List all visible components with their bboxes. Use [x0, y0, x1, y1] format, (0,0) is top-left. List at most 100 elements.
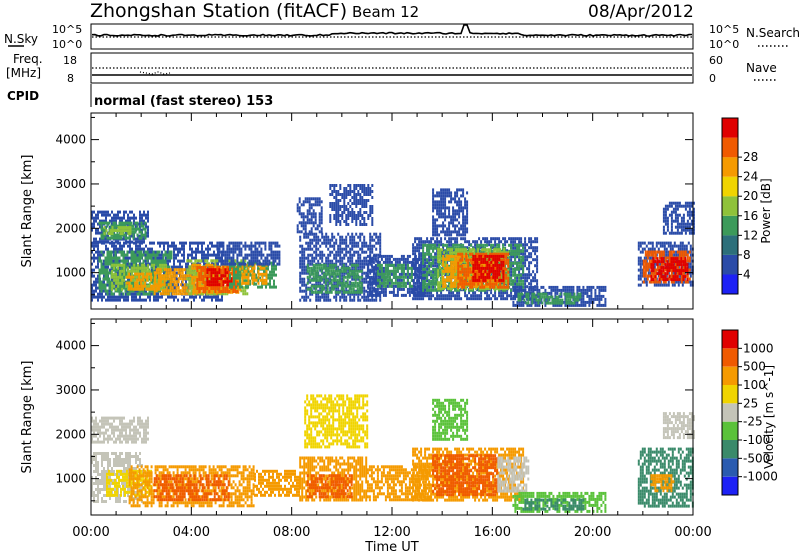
- freq-label: Freq.: [13, 52, 43, 66]
- heatmap-cell: [351, 235, 354, 239]
- heatmap-cell: [329, 184, 332, 187]
- heatmap-cell: [115, 244, 117, 248]
- heatmap-cell: [175, 286, 178, 290]
- heatmap-cell: [343, 292, 346, 296]
- heatmap-cell: [97, 295, 99, 299]
- heatmap-cell: [301, 265, 304, 269]
- heatmap-cell: [325, 238, 328, 242]
- heatmap-cell: [466, 246, 469, 250]
- heatmap-cell: [314, 287, 317, 291]
- heatmap-cell: [95, 250, 97, 254]
- heatmap-cell: [125, 295, 127, 299]
- heatmap-cell: [365, 205, 368, 208]
- heatmap-cell: [109, 298, 111, 302]
- heatmap-cell: [121, 263, 124, 267]
- heatmap-cell: [261, 281, 264, 285]
- heatmap-cell: [117, 295, 119, 299]
- heatmap-cell: [129, 219, 131, 223]
- heatmap-cell: [141, 266, 144, 270]
- heatmap-cell: [259, 266, 262, 270]
- heatmap-cell: [316, 284, 319, 288]
- heatmap-cell: [173, 256, 175, 260]
- heatmap-cell: [341, 289, 344, 293]
- heatmap-cell: [456, 294, 459, 298]
- heatmap-cell: [149, 295, 151, 299]
- heatmap-cell: [109, 292, 111, 296]
- heatmap-cell: [428, 258, 431, 262]
- heatmap-cell: [390, 269, 393, 273]
- heatmap-cell: [317, 280, 320, 284]
- heatmap-cell: [424, 258, 427, 262]
- heatmap-cell: [175, 244, 177, 248]
- heatmap-cell: [91, 213, 93, 217]
- heatmap-cell: [426, 261, 429, 265]
- heatmap-cell: [341, 235, 344, 239]
- heatmap-cell: [358, 281, 361, 285]
- heatmap-cell: [412, 288, 415, 292]
- heatmap-cell: [299, 259, 302, 263]
- heatmap-cell: [193, 256, 195, 260]
- heatmap-cell: [93, 237, 95, 241]
- heatmap-cell: [236, 256, 239, 260]
- heatmap-cell: [418, 237, 421, 241]
- heatmap-cell: [113, 278, 116, 282]
- heatmap-cell: [165, 256, 167, 260]
- heatmap-cell: [240, 253, 243, 257]
- heatmap-cell: [107, 210, 109, 214]
- heatmap-cell: [412, 261, 415, 265]
- heatmap-cell: [95, 277, 97, 281]
- heatmap-cell: [343, 241, 346, 245]
- heatmap-cell: [207, 253, 209, 257]
- heatmap-cell: [249, 279, 251, 283]
- heatmap-cell: [95, 216, 97, 220]
- heatmap-cell: [400, 284, 403, 288]
- heatmap-cell: [215, 263, 218, 267]
- heatmap-cell: [302, 221, 305, 225]
- heatmap-cell: [392, 284, 395, 288]
- heatmap-cell: [327, 235, 330, 239]
- heatmap-cell: [219, 259, 221, 263]
- heatmap-cell: [221, 295, 223, 299]
- heatmap-cell: [179, 265, 181, 269]
- heatmap-cell: [335, 292, 338, 296]
- heatmap-cell: [420, 264, 423, 268]
- heatmap-cell: [301, 259, 304, 263]
- heatmap-cell: [304, 227, 307, 231]
- heatmap-cell: [224, 253, 227, 257]
- heatmap-cell: [357, 244, 360, 248]
- heatmap-cell: [204, 290, 207, 293]
- heatmap-cell: [384, 257, 387, 261]
- heatmap-cell: [229, 273, 231, 277]
- heatmap-cell: [191, 281, 194, 285]
- heatmap-cell: [113, 284, 116, 288]
- heatmap-cell: [406, 281, 409, 285]
- heatmap-cell: [201, 284, 204, 288]
- heatmap-cell: [173, 250, 175, 254]
- heatmap-cell: [236, 247, 239, 251]
- heatmap-cell: [232, 241, 235, 245]
- heatmap-cell: [371, 250, 374, 254]
- heatmap-cell: [130, 289, 133, 293]
- heatmap-cell: [306, 215, 309, 219]
- heatmap-cell: [402, 272, 405, 276]
- heatmap-cell: [365, 280, 368, 284]
- heatmap-cell: [222, 266, 225, 269]
- heatmap-cell: [299, 274, 302, 278]
- heatmap-cell: [355, 184, 358, 187]
- heatmap-cell: [434, 264, 437, 268]
- heatmap-cell: [312, 275, 315, 279]
- heatmap-cell: [91, 244, 93, 248]
- heatmap-cell: [106, 268, 109, 272]
- heatmap-cell: [104, 277, 107, 281]
- heatmap-cell: [179, 271, 182, 275]
- heatmap-cell: [263, 272, 266, 276]
- heatmap-cell: [234, 284, 237, 287]
- heatmap-cell: [119, 265, 121, 269]
- heatmap-cell: [367, 217, 370, 220]
- heatmap-cell: [318, 263, 321, 267]
- heatmap-cell: [113, 253, 115, 257]
- heatmap-cell: [416, 237, 419, 241]
- heatmap-cell: [329, 214, 332, 217]
- heatmap-cell: [330, 272, 333, 276]
- heatmap-cell: [296, 206, 299, 210]
